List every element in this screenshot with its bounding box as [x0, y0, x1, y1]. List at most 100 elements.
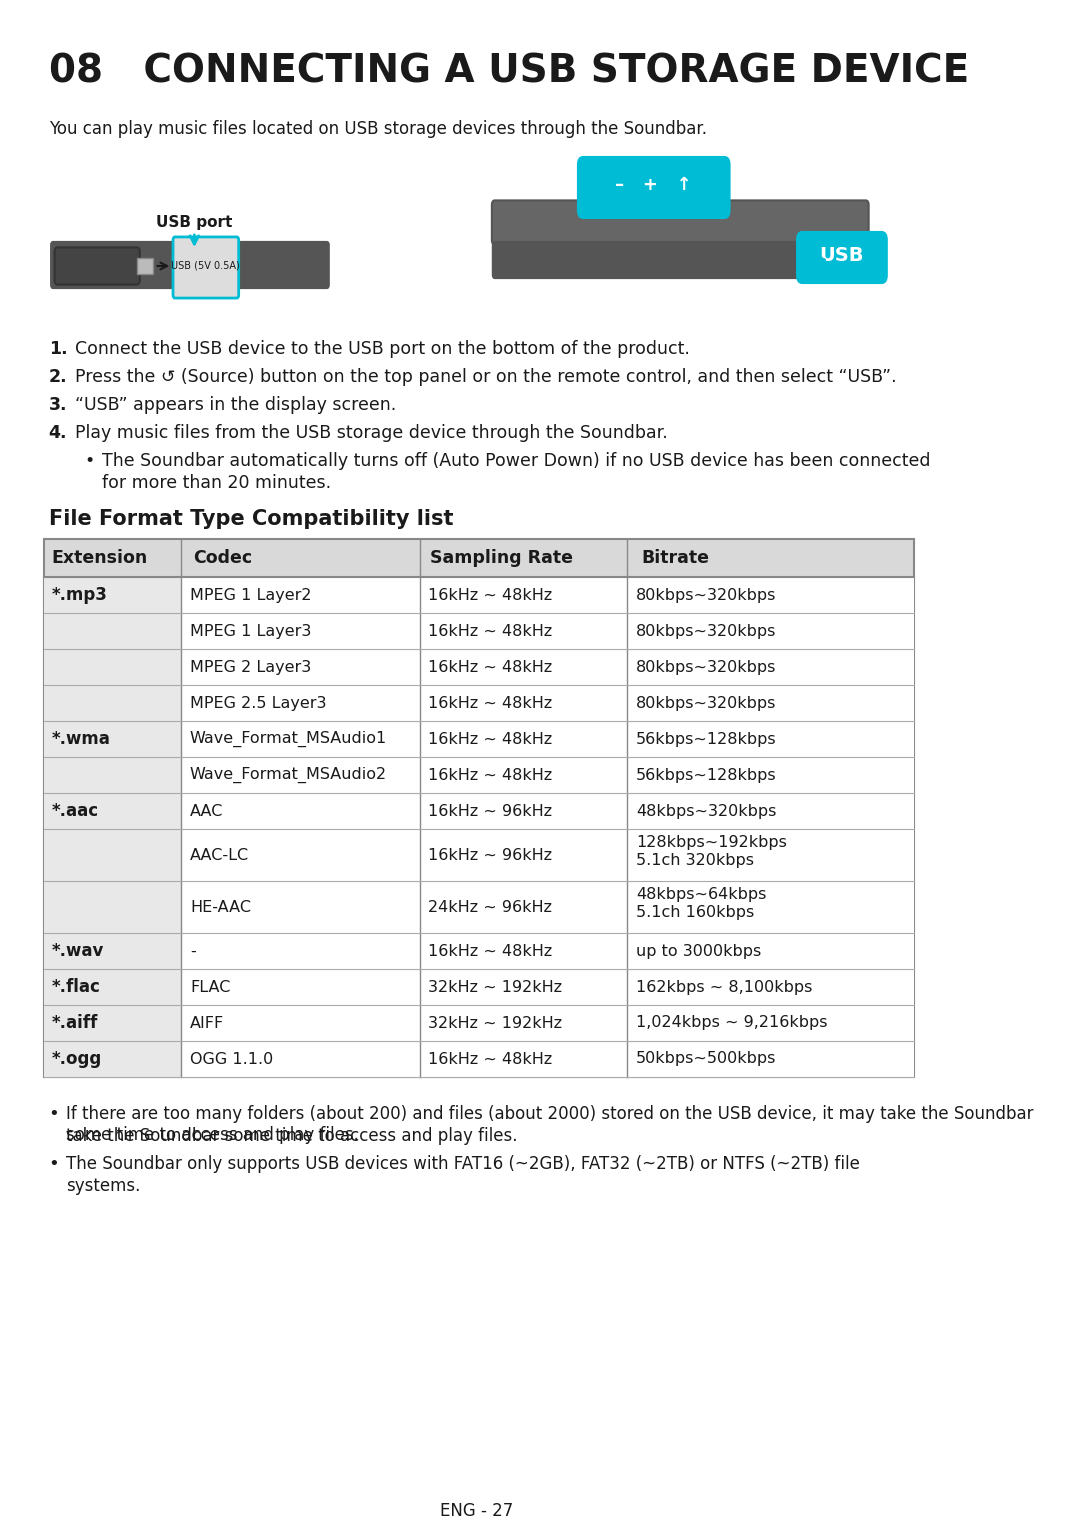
Text: 16kHz ~ 48kHz: 16kHz ~ 48kHz: [429, 944, 553, 959]
Bar: [627, 613, 915, 650]
Text: MPEG 1 Layer3: MPEG 1 Layer3: [190, 624, 311, 639]
Text: Sampling Rate: Sampling Rate: [430, 548, 573, 567]
Bar: [627, 578, 915, 613]
Text: systems.: systems.: [66, 1177, 140, 1195]
Text: 4.: 4.: [49, 424, 67, 443]
Text: MPEG 1 Layer2: MPEG 1 Layer2: [190, 587, 311, 602]
Text: 16kHz ~ 48kHz: 16kHz ~ 48kHz: [429, 624, 553, 639]
Text: *.wma: *.wma: [51, 731, 110, 748]
Bar: [420, 881, 627, 933]
Text: *.aiff: *.aiff: [51, 1014, 97, 1033]
Bar: [420, 722, 627, 757]
Text: *.wav: *.wav: [51, 942, 104, 961]
Bar: [181, 933, 420, 970]
Text: HE-AAC: HE-AAC: [190, 899, 251, 915]
Bar: [420, 829, 627, 881]
Bar: [181, 1005, 420, 1042]
Text: Press the ↺ (Source) button on the top panel or on the remote control, and then : Press the ↺ (Source) button on the top p…: [76, 368, 896, 386]
Bar: [44, 578, 181, 613]
Text: *.mp3: *.mp3: [51, 587, 107, 604]
Text: 80kbps~320kbps: 80kbps~320kbps: [636, 659, 777, 674]
Text: •: •: [49, 1105, 59, 1123]
Bar: [420, 685, 627, 722]
Text: 16kHz ~ 48kHz: 16kHz ~ 48kHz: [429, 1051, 553, 1066]
Text: for more than 20 minutes.: for more than 20 minutes.: [102, 473, 330, 492]
Bar: [420, 933, 627, 970]
Text: 5.1ch 320kbps: 5.1ch 320kbps: [636, 853, 754, 869]
Bar: [44, 881, 181, 933]
Text: 16kHz ~ 48kHz: 16kHz ~ 48kHz: [429, 659, 553, 674]
Text: 80kbps~320kbps: 80kbps~320kbps: [636, 696, 777, 711]
Text: 2.: 2.: [49, 368, 67, 386]
Bar: [181, 650, 420, 685]
Text: OGG 1.1.0: OGG 1.1.0: [190, 1051, 273, 1066]
Text: 56kbps~128kbps: 56kbps~128kbps: [636, 768, 777, 783]
Text: 08   CONNECTING A USB STORAGE DEVICE: 08 CONNECTING A USB STORAGE DEVICE: [49, 52, 969, 90]
Bar: [181, 757, 420, 794]
Text: Wave_Format_MSAudio1: Wave_Format_MSAudio1: [190, 731, 388, 748]
Bar: [627, 1042, 915, 1077]
Text: MPEG 2 Layer3: MPEG 2 Layer3: [190, 659, 311, 674]
Text: *.ogg: *.ogg: [51, 1049, 102, 1068]
Text: 80kbps~320kbps: 80kbps~320kbps: [636, 587, 777, 602]
Bar: [627, 722, 915, 757]
FancyBboxPatch shape: [55, 247, 139, 285]
Text: –   +   ↑: – + ↑: [616, 176, 692, 195]
Text: 48kbps~64kbps: 48kbps~64kbps: [636, 887, 767, 902]
Bar: [420, 970, 627, 1005]
Bar: [627, 1005, 915, 1042]
Bar: [420, 794, 627, 829]
Text: You can play music files located on USB storage devices through the Soundbar.: You can play music files located on USB …: [49, 119, 706, 138]
Text: MPEG 2.5 Layer3: MPEG 2.5 Layer3: [190, 696, 326, 711]
Bar: [420, 578, 627, 613]
Text: The Soundbar automatically turns off (Auto Power Down) if no USB device has been: The Soundbar automatically turns off (Au…: [102, 452, 930, 470]
Text: 16kHz ~ 48kHz: 16kHz ~ 48kHz: [429, 768, 553, 783]
Text: 32kHz ~ 192kHz: 32kHz ~ 192kHz: [429, 979, 563, 994]
Text: USB port: USB port: [157, 214, 232, 230]
Bar: [627, 757, 915, 794]
FancyArrowPatch shape: [190, 234, 199, 244]
Text: FLAC: FLAC: [190, 979, 230, 994]
Bar: [627, 794, 915, 829]
Bar: [181, 613, 420, 650]
Text: up to 3000kbps: up to 3000kbps: [636, 944, 761, 959]
Text: Codec: Codec: [193, 548, 252, 567]
Bar: [181, 970, 420, 1005]
Bar: [44, 613, 181, 650]
Text: 16kHz ~ 48kHz: 16kHz ~ 48kHz: [429, 587, 553, 602]
Bar: [627, 685, 915, 722]
Bar: [44, 539, 915, 1077]
Text: •: •: [49, 1155, 59, 1174]
Bar: [44, 722, 181, 757]
Text: USB: USB: [820, 245, 864, 265]
Bar: [181, 722, 420, 757]
Text: 50kbps~500kbps: 50kbps~500kbps: [636, 1051, 777, 1066]
Bar: [44, 970, 181, 1005]
Bar: [44, 933, 181, 970]
Bar: [420, 613, 627, 650]
Bar: [627, 829, 915, 881]
Bar: [420, 1005, 627, 1042]
Text: 56kbps~128kbps: 56kbps~128kbps: [636, 731, 777, 746]
Bar: [420, 1042, 627, 1077]
FancyBboxPatch shape: [173, 237, 239, 299]
Text: “USB” appears in the display screen.: “USB” appears in the display screen.: [76, 395, 396, 414]
Bar: [137, 257, 153, 274]
Text: 3.: 3.: [49, 395, 67, 414]
Text: 48kbps~320kbps: 48kbps~320kbps: [636, 803, 777, 818]
Bar: [420, 650, 627, 685]
FancyArrowPatch shape: [158, 262, 167, 270]
Text: Wave_Format_MSAudio2: Wave_Format_MSAudio2: [190, 768, 387, 783]
FancyBboxPatch shape: [491, 201, 868, 245]
FancyBboxPatch shape: [797, 233, 887, 283]
Text: -: -: [190, 944, 195, 959]
Text: AAC-LC: AAC-LC: [190, 847, 249, 863]
Text: 1,024kbps ~ 9,216kbps: 1,024kbps ~ 9,216kbps: [636, 1016, 827, 1031]
Bar: [44, 757, 181, 794]
Bar: [627, 970, 915, 1005]
Text: Connect the USB device to the USB port on the bottom of the product.: Connect the USB device to the USB port o…: [76, 340, 690, 358]
Text: AAC: AAC: [190, 803, 224, 818]
Text: 16kHz ~ 48kHz: 16kHz ~ 48kHz: [429, 696, 553, 711]
Text: 162kbps ~ 8,100kbps: 162kbps ~ 8,100kbps: [636, 979, 812, 994]
Bar: [181, 829, 420, 881]
